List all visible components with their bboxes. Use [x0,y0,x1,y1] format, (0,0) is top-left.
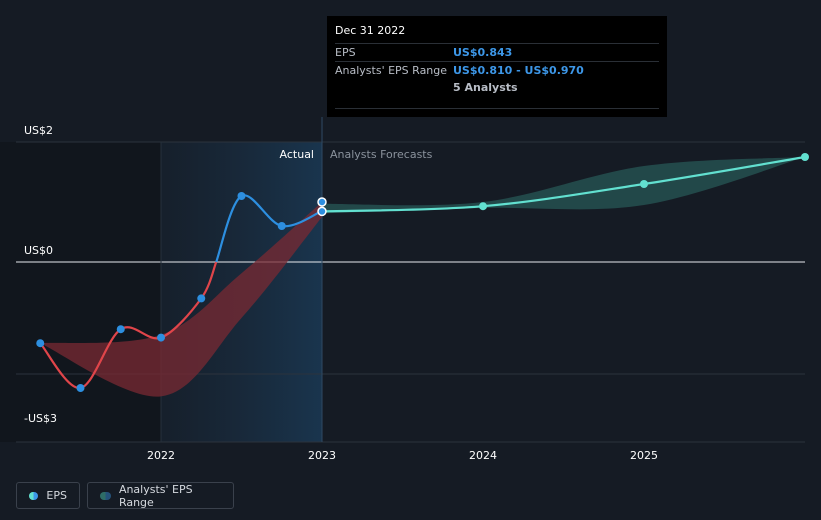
eps-point [197,294,206,303]
tooltip-row-analysts: 5 Analysts [335,79,659,96]
legend-eps[interactable]: EPS [16,482,80,509]
pre-period-shade [0,142,161,442]
gridlines [16,117,805,443]
tooltip-range-value: US$0.810 - US$0.970 [453,64,584,77]
tooltip-eps-value: US$0.843 [453,46,513,59]
forecast-point [801,153,809,161]
eps-point [116,325,125,334]
tooltip-analysts: 5 Analysts [453,81,518,94]
x-axis-labels: 2022 2023 2024 2025 [147,449,658,462]
legend-range[interactable]: Analysts' EPS Range [87,482,234,509]
eps-legend-icon [29,491,39,500]
past-estimate-band [40,202,322,397]
legend-range-label: Analysts' EPS Range [118,482,193,509]
tooltip-eps-label: EPS [335,46,356,59]
x-tick-label: 2024 [469,449,497,462]
eps-points [36,153,809,392]
tooltip-row-eps: EPS US$0.843 [335,43,659,61]
forecast-point [479,202,487,211]
eps-point [157,333,165,342]
tooltip-row-range: Analysts' EPS Range US$0.810 - US$0.970 [335,61,659,79]
tooltip-marker [317,206,327,217]
y-tick-label: US$2 [24,124,53,137]
legend-eps-label: EPS [46,489,67,502]
x-tick-label: 2023 [308,449,336,462]
forecast-region-label: Analysts Forecasts [330,148,433,161]
range-bands [40,157,805,397]
tooltip: Dec 31 2022 EPS US$0.843 Analysts' EPS R… [327,16,667,117]
forecast-point [640,180,648,188]
eps-point [36,339,45,348]
eps-point [76,384,85,392]
eps-point [277,222,286,230]
actual-region-label: Actual [280,148,314,161]
y-axis-labels: US$2 US$0 -US$3 [24,124,57,425]
eps-line-positive [215,194,323,263]
forecast-line [321,155,806,213]
range-legend-icon [100,491,111,500]
tooltip-marker [317,197,327,207]
tooltip-range-label: Analysts' EPS Range [335,64,448,77]
y-tick-label: -US$3 [24,412,57,425]
x-tick-label: 2025 [630,449,658,462]
eps-point [237,192,246,200]
y-tick-label: US$0 [24,244,53,257]
tooltip-date: Dec 31 2022 [335,24,406,37]
x-tick-label: 2022 [147,449,175,462]
tooltip-divider [335,108,659,109]
forecast-range-band [322,157,805,214]
